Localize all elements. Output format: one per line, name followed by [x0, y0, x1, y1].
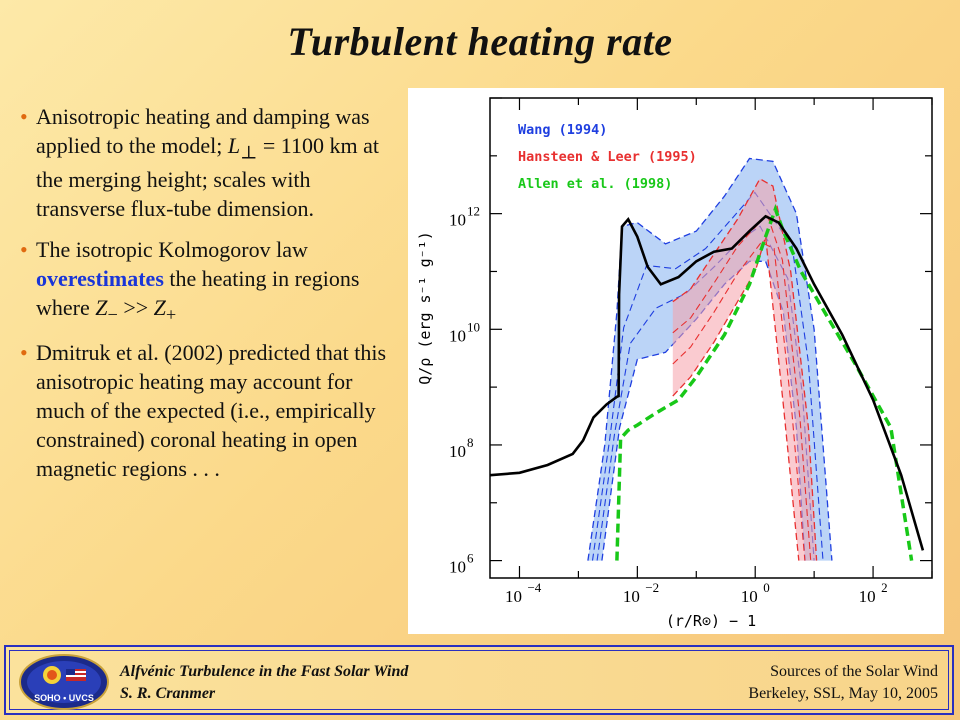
x-tick-label: 10 [741, 587, 758, 606]
logo-text: SOHO • UVCS [34, 693, 94, 703]
bullet-subscript-plus: + [165, 304, 177, 325]
bullet-subscript-perp: ⊥ [240, 142, 258, 163]
y-tick-label-exp: 8 [467, 435, 474, 450]
slide-title: Turbulent heating rate [287, 19, 673, 64]
wang-band-upper-line [587, 157, 833, 561]
bullet-text-part: Dmitruk et al. (2002) predicted that thi… [36, 340, 387, 482]
x-tick-label: 10 [623, 587, 640, 606]
bullet-symbol-z: Z [95, 294, 108, 320]
hansteen-band-inner-line [672, 213, 812, 561]
hansteen-band-lower-line [672, 236, 800, 561]
bullet-text-part: = 1100 km at the merging height; scales … [36, 133, 379, 221]
bullet-symbol-z: Z [153, 294, 166, 320]
bullet-text: Anisotropic heating and damping was appl… [36, 102, 400, 223]
x-axis-label: (r/R⊙) − 1 [666, 612, 756, 630]
y-tick-label: 10 [449, 211, 466, 230]
footer-talk-title: Alfvénic Turbulence in the Fast Solar Wi… [120, 663, 409, 680]
x-tick-label-exp: −2 [645, 580, 659, 595]
bullet-highlight: overestimates [36, 265, 164, 291]
bullet-dot-icon: • [20, 236, 28, 262]
hansteen-band-upper-line [672, 177, 818, 561]
soho-uvcs-logo-icon: SOHO • UVCS [19, 654, 109, 710]
bullet-text-part: the heating in regions where [36, 265, 360, 320]
bullet-dot-icon: • [20, 104, 28, 129]
y-axis-label: Q/ρ (erg s⁻¹ g⁻¹) [416, 231, 434, 385]
bullet-dot-icon: • [20, 340, 28, 366]
x-tick-label-exp: 2 [881, 580, 888, 595]
footer-date-location: Berkeley, SSL, May 10, 2005 [748, 684, 938, 702]
footer-left: Alfvénic Turbulence in the Fast Solar Wi… [120, 661, 408, 704]
allen-series-line [615, 203, 914, 561]
heating-rate-chart: 10 −4 10 −2 10 0 10 2 10 6 10 8 10 10 10 12 (r/R⊙) − 1 Q/… [408, 88, 944, 634]
x-tick-label-exp: 0 [763, 580, 770, 595]
bullet-text-part: The isotropic Kolmogorov law [36, 236, 308, 262]
bullet-list: • Anisotropic heating and damping was ap… [20, 102, 400, 495]
x-tick-label: 10 [505, 587, 522, 606]
hansteen-band-inner-line [672, 241, 806, 561]
footer: SOHO • UVCS Alfvénic Turbulence in the F… [4, 645, 954, 715]
bullet-text-part: Anisotropic heating and damping was appl… [36, 104, 370, 159]
bullet-text-part: >> [117, 294, 154, 320]
legend-entry: Wang (1994) [518, 122, 607, 138]
legend-entry: Hansteen & Leer (1995) [518, 149, 697, 165]
y-tick-label: 10 [449, 326, 466, 345]
bullet-item: • Dmitruk et al. (2002) predicted that t… [20, 338, 400, 483]
bullet-item: • Anisotropic heating and damping was ap… [20, 102, 400, 223]
x-tick-label: 10 [859, 587, 876, 606]
bullet-text: The isotropic Kolmogorov law overestimat… [36, 235, 400, 327]
y-tick-label-exp: 10 [467, 319, 480, 334]
wang-band-inner-line [591, 191, 824, 561]
x-tick-label-exp: −4 [527, 580, 541, 595]
footer-meeting: Sources of the Solar Wind [770, 663, 938, 680]
bullet-symbol-l: L [227, 133, 241, 159]
y-tick-label: 10 [449, 442, 466, 461]
y-tick-label-exp: 12 [467, 204, 480, 219]
model-series-line [490, 214, 925, 551]
hansteen-band-fill [672, 178, 817, 561]
footer-author: S. R. Cranmer [120, 684, 216, 702]
y-tick-label: 10 [449, 558, 466, 577]
legend-entry: Allen et al. (1998) [518, 176, 672, 192]
footer-inner-border [9, 650, 949, 710]
footer-right: Sources of the Solar Wind Berkeley, SSL,… [748, 661, 938, 704]
y-tick-label-exp: 6 [467, 551, 474, 566]
bullet-text: Dmitruk et al. (2002) predicted that thi… [36, 338, 400, 483]
bullet-subscript-minus: − [107, 304, 118, 325]
plot-frame [489, 97, 933, 579]
bullet-item: • The isotropic Kolmogorov law overestim… [20, 235, 400, 327]
